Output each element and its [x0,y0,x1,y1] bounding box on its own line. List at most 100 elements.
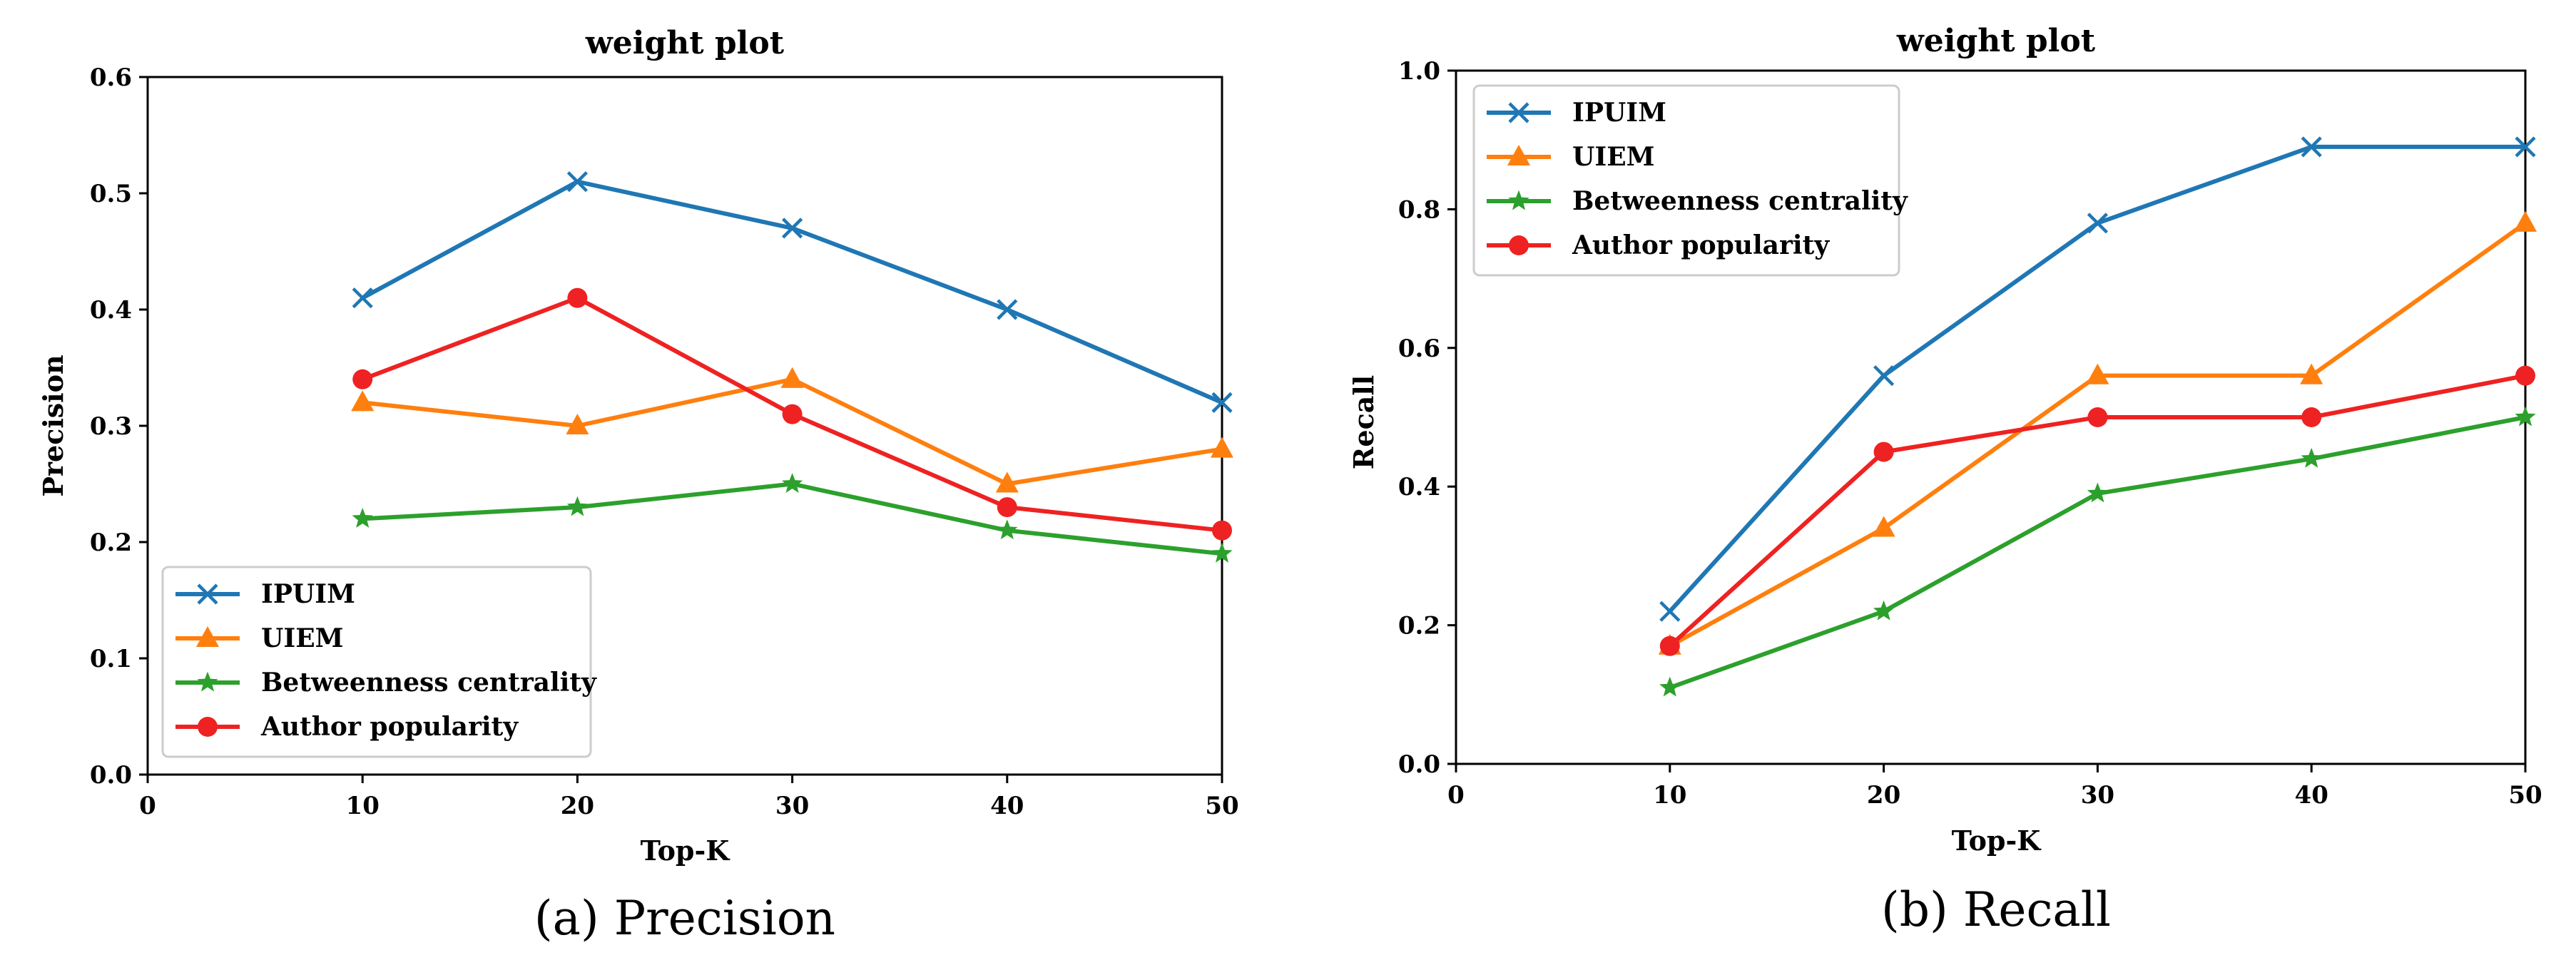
y-tick-label: 0.4 [90,296,132,325]
series-author-popularity [352,287,1232,541]
data-point [1873,441,1894,462]
y-tick-label: 0.2 [1398,612,1440,640]
chart-title: weight plot [1896,23,2096,59]
y-axis-label: Recall [1348,375,1380,469]
legend-entry: IPUIM [1487,98,1666,128]
data-point [1873,600,1895,621]
legend-entry: Betweenness centrality [175,668,597,698]
recall-chart: weight plot Recall Top-K (b) Recall 0 10 2… [1348,23,2542,937]
data-point [1211,392,1233,413]
data-point [566,496,589,516]
series-betweenness-centrality [352,473,1233,563]
y-tick-label: 1.0 [1398,57,1440,86]
figure-caption: (b) Recall [1881,882,2111,937]
series-betweenness-centrality [1659,406,2536,697]
data-point [1211,542,1233,563]
data-point [2301,447,2322,468]
series-author-popularity [1659,365,2535,656]
legend-label: Author popularity [1572,230,1830,260]
x-tick-label: 30 [775,792,809,820]
x-tick-label: 50 [2508,781,2542,810]
x-tick-label: 10 [1653,781,1686,810]
y-tick-label: 0.0 [1398,750,1440,779]
data-point [780,367,804,388]
x-axis-label: Top-K [1952,825,2042,857]
x-tick-label: 20 [561,792,594,820]
legend-label: Betweenness centrality [1572,186,1908,216]
legend-marker [1507,144,1531,166]
legend-marker [1509,235,1529,255]
y-tick-label: 0.6 [90,63,132,92]
legend-marker [197,671,218,692]
legend-marker [198,717,218,737]
y-tick-label: 0.3 [90,412,132,441]
legend: IPUIM UIEM Betweenness centrality Author po… [161,566,597,758]
data-point [566,413,589,435]
x-tick-label: 0 [139,792,156,820]
data-point [2087,482,2109,503]
x-tick-label: 40 [2295,781,2328,810]
legend-label: IPUIM [261,579,355,609]
x-tick-label: 0 [1447,781,1465,810]
data-point [782,218,803,239]
series-uiem [1658,210,2537,655]
series-line [1669,415,2526,690]
data-point [782,404,803,424]
y-tick-label: 0.5 [90,180,132,208]
data-point [1659,636,1680,656]
x-tick-label: 10 [346,792,380,820]
legend-entry: IPUIM [175,579,355,609]
data-point [1212,520,1232,541]
data-point [2515,406,2536,427]
legend-label: UIEM [1572,142,1655,172]
legend-marker [1508,190,1529,210]
data-point [2086,363,2109,384]
y-axis-label: Precision [37,354,69,496]
series-ipuim [1659,136,2536,622]
data-point [1873,365,1895,387]
data-point [566,171,588,193]
y-tick-label: 0.0 [90,761,132,790]
chart-title: weight plot [585,25,785,61]
y-tick-label: 0.6 [1398,335,1440,363]
data-point [351,390,375,412]
series-line [1669,221,2527,648]
y-tick-label: 0.4 [1398,473,1440,501]
x-axis-label: Top-K [641,834,731,867]
x-tick-label: 50 [1205,792,1238,820]
legend-entry: Betweenness centrality [1487,186,1908,216]
data-point [2300,363,2323,384]
legend-label: IPUIM [1572,98,1666,128]
data-point [352,369,373,389]
data-point [2515,136,2536,158]
legend: IPUIM UIEM Betweenness centrality Author po… [1472,84,1908,277]
data-point [995,471,1019,493]
data-point [352,287,373,309]
legend-frame [1472,84,1900,277]
series-ipuim [352,171,1233,413]
series-line [362,481,1223,556]
data-point [2087,213,2108,234]
legend-label: UIEM [261,623,344,653]
data-point [2513,210,2537,232]
data-point [997,497,1017,518]
data-point [567,287,588,308]
data-point [1872,516,1895,537]
data-point [1210,437,1234,458]
x-tick-label: 40 [990,792,1024,820]
data-point [997,519,1018,540]
legend-entry: UIEM [175,623,344,653]
legend-frame [161,566,592,758]
figure-caption: (a) Precision [534,891,835,946]
x-tick-label: 20 [1867,781,1900,810]
data-point [352,508,373,528]
legend-entry: Author popularity [175,712,519,742]
data-point [781,473,803,493]
legend-label: Author popularity [260,712,519,742]
legend-marker [197,583,218,605]
data-point [2301,136,2322,158]
data-point [2087,407,2108,427]
y-tick-label: 0.1 [90,645,132,673]
data-point [1659,601,1681,622]
